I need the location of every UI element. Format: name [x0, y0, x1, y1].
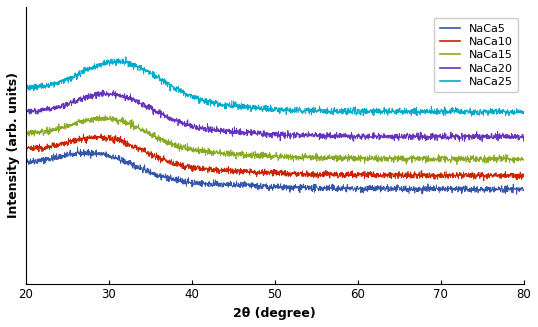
Legend: NaCa5, NaCa10, NaCa15, NaCa20, NaCa25: NaCa5, NaCa10, NaCa15, NaCa20, NaCa25 — [434, 18, 518, 93]
X-axis label: 2θ (degree): 2θ (degree) — [233, 307, 316, 320]
Y-axis label: Intensity (arb. units): Intensity (arb. units) — [7, 72, 20, 218]
